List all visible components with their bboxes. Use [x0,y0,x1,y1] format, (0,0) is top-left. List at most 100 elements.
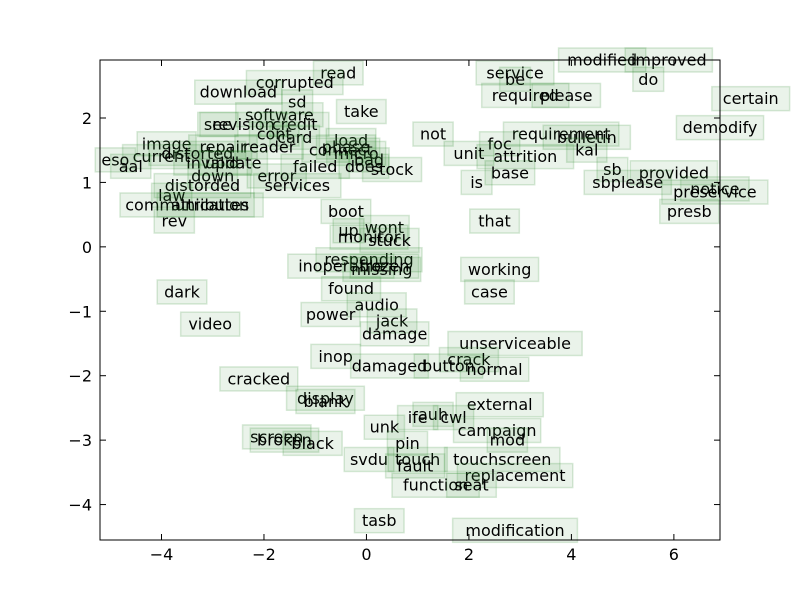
point-box [153,172,252,199]
data-point: provided [629,160,719,186]
data-point: rev [153,208,196,234]
point-label: cwl [440,408,466,427]
point-box [391,472,480,498]
point-box [452,417,542,444]
data-point: preservice [661,179,769,205]
point-box [632,66,665,93]
data-point: modification [451,517,579,544]
y-tick-label: −3 [68,431,92,450]
point-label: wont [365,218,404,237]
point-box [387,446,448,473]
data-point: read [312,60,364,86]
point-label: service [486,63,543,82]
data-point: seat [445,472,498,498]
point-label: communication [125,195,249,214]
data-point: cwl [432,404,475,431]
point-label: black [291,434,334,453]
data-point: image [136,131,197,157]
data-point: services [252,172,342,199]
point-label: dark [164,282,201,301]
point-box [542,124,632,151]
point-box [325,140,387,167]
data-point: boot [320,198,372,225]
data-point: stuck [359,227,420,254]
point-box [281,89,314,115]
point-box [531,82,602,109]
point-box [679,176,750,202]
point-box [136,131,197,157]
data-point: touchscreen [443,446,561,473]
point-label: preservice [673,183,757,202]
point-box [109,153,152,180]
point-label: stuck [368,231,412,250]
point-label: micro [334,144,379,163]
y-tick-label: −2 [68,367,92,386]
point-box [199,111,288,138]
data-point: notice [679,176,750,202]
point-label: function [403,476,468,495]
point-box [252,172,342,199]
data-point: case [463,279,515,305]
point-box [198,150,269,176]
data-point: black [282,430,343,457]
data-point: required [480,82,570,109]
x-tick-label: 4 [566,545,576,564]
point-label: load [334,131,368,150]
point-box [348,147,390,173]
x-tick-label: −4 [150,545,174,564]
point-label: requirement [512,125,611,144]
point-label: unk [370,418,400,437]
point-box [413,353,484,379]
point-label: unit [453,144,484,163]
point-box [315,134,377,160]
point-label: image [142,134,192,153]
point-box [349,353,430,379]
point-label: frozen [359,257,409,276]
point-box [445,472,498,498]
point-box [456,462,574,489]
point-box [475,60,555,86]
y-tick-label: 1 [82,173,92,192]
point-label: rev [162,212,188,231]
point-label: is [470,173,483,192]
point-box [259,111,330,138]
point-label: up [338,221,358,240]
data-point: unit [443,140,495,167]
y-tick-label: 0 [82,238,92,257]
point-box [325,127,377,154]
data-point: service [475,60,555,86]
data-point: auh [412,401,454,428]
point-label: download [200,83,277,102]
point-box [219,366,299,392]
point-label: bad [354,150,384,169]
point-label: do [638,70,658,89]
point-box [438,346,500,373]
point-box [583,169,673,196]
point-label: svdu [350,450,388,469]
data-point: sb [596,156,629,183]
data-point: failed [280,153,351,180]
point-label: take [344,102,379,121]
data-point: screen [241,424,312,450]
data-point: frozen [349,253,420,279]
data-point: damaged [349,353,430,379]
data-point: current [121,143,202,170]
point-box [451,517,579,544]
point-label: connect [309,141,373,160]
point-label: sbplease [592,173,663,192]
data-point: communication [119,192,255,218]
point-label: damage [362,324,427,343]
data-point: monitor [329,224,409,250]
point-label: touchscreen [453,450,551,469]
data-point: not [412,121,454,147]
y-tick-label: −1 [68,302,92,321]
point-box [156,192,264,218]
data-point: touch [387,446,448,473]
data-point: blank [295,388,356,415]
data-point: external [455,391,545,418]
point-box [245,69,344,96]
plot-frame [99,59,721,541]
point-label: sb [603,160,622,179]
point-box [384,453,446,479]
data-point: see [197,111,239,138]
